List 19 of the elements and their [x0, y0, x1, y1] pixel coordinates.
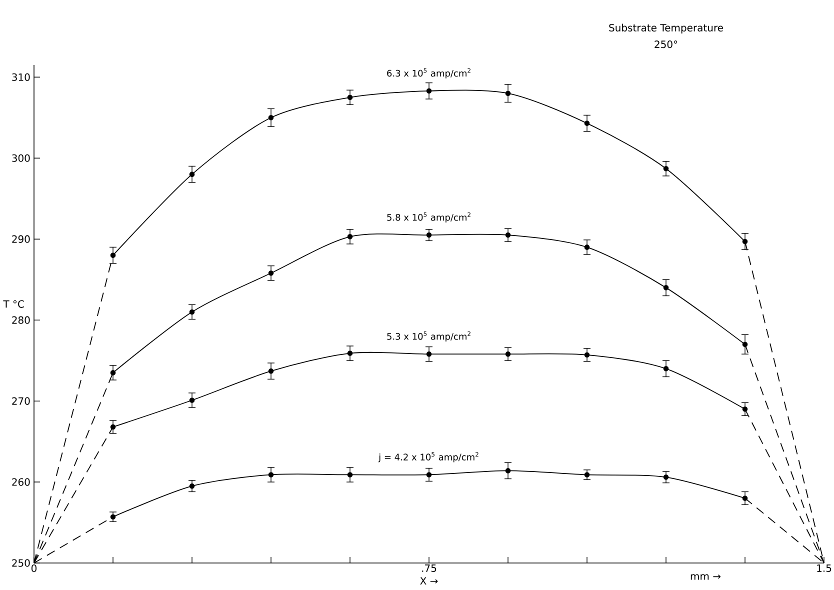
- y-tick-label: 310: [12, 73, 30, 81]
- x-tick-label: 1.5: [817, 564, 832, 572]
- y-tick-label: 270: [12, 397, 30, 405]
- x-tick-label: .75: [422, 564, 436, 572]
- series-label: 5.8 x 10$^{5}$ amp/cm$^{2}$: [387, 212, 470, 223]
- y-tick-label: 290: [12, 235, 30, 243]
- y-tick-label: 260: [12, 478, 30, 486]
- chart-subtitle: 250°: [654, 40, 678, 48]
- text: mm →: [690, 574, 721, 580]
- chart-title: Substrate Temperature: [609, 24, 723, 34]
- y-tick-label: 250: [12, 559, 30, 567]
- y-tick-label: 280: [12, 316, 30, 324]
- series-label: j = 4.2 x 10$^{5}$ amp/cm$^{2}$: [378, 452, 478, 462]
- y-tick-label: 300: [12, 154, 30, 162]
- x-tick-label: 0: [31, 564, 37, 572]
- y-axis-title: T °C: [3, 300, 24, 308]
- series-label: 6.3 x 10$^{5}$ amp/cm$^{2}$: [387, 68, 470, 78]
- series-label: 5.3 x 10$^{5}$ amp/cm$^{2}$: [387, 331, 470, 342]
- x-axis-title: X →: [420, 577, 438, 584]
